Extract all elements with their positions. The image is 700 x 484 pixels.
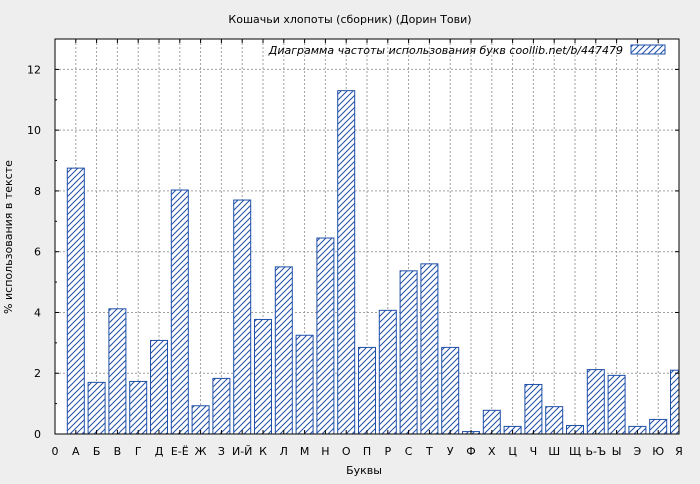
y-tick-label: 0 <box>34 428 41 441</box>
x-tick-label: У <box>447 445 454 458</box>
bar-Ш <box>545 406 564 435</box>
x-tick-label: К <box>259 445 267 458</box>
bars <box>66 90 680 435</box>
bar-Т <box>420 263 439 435</box>
y-axis-label: % использования в тексте <box>2 160 15 314</box>
bar-Ч <box>524 383 543 435</box>
bar-Ж <box>191 405 210 435</box>
x-axis: 0 А Б В Г Д Е-Ё Ж З И-Й К Л М Н О П Р С Т У Ф Х Ц Ч Ш Щ Ь-Ъ Ы Э Ю Я <box>52 39 683 458</box>
bar-Н <box>316 237 335 435</box>
bar-Г <box>129 380 148 435</box>
x-tick-label: Ц <box>508 445 517 458</box>
x-tick-label: В <box>114 445 122 458</box>
legend-swatch <box>630 44 666 55</box>
x-tick-label: Щ <box>569 445 581 458</box>
x-tick-label: Ь-Ъ <box>585 445 606 458</box>
bar-А <box>66 167 85 435</box>
bar-Б <box>87 381 106 435</box>
bar-З <box>212 377 231 435</box>
y-tick-label: 12 <box>27 63 41 76</box>
bar-Д <box>150 339 168 435</box>
x-tick-label: Ф <box>466 445 475 458</box>
x-tick-label: А <box>72 445 80 458</box>
y-tick-label: 8 <box>34 185 41 198</box>
x-tick-label: Э <box>634 445 642 458</box>
x-tick-label: Ы <box>612 445 622 458</box>
y-tick-label: 6 <box>34 246 41 259</box>
x-tick-label: 0 <box>52 445 59 458</box>
x-tick-label: Ч <box>530 445 538 458</box>
bar-Ь-Ъ <box>586 369 605 435</box>
bar-К <box>254 318 272 435</box>
x-tick-label: Х <box>488 445 496 458</box>
x-tick-label: Ш <box>548 445 560 458</box>
x-tick-label: Ю <box>652 445 664 458</box>
bar-Ы <box>607 374 626 435</box>
chart-title: Кошачьи хлопоты (сборник) (Дорин Тови) <box>228 13 471 26</box>
x-tick-label: Р <box>384 445 391 458</box>
bar-М <box>295 334 314 435</box>
bar-Р <box>378 309 397 435</box>
bar-П <box>358 346 376 435</box>
bar-У <box>441 346 460 435</box>
bar-Е-Ё <box>170 189 189 435</box>
y-tick-label: 4 <box>34 306 41 319</box>
x-tick-label: Е-Ё <box>171 445 189 458</box>
x-tick-label: Ж <box>195 445 207 458</box>
legend-label: Диаграмма частоты использования букв coo… <box>268 44 623 57</box>
x-axis-label: Буквы <box>346 464 382 477</box>
x-tick-label: И-Й <box>232 445 252 458</box>
y-tick-label: 2 <box>34 367 41 380</box>
bar-И-Й <box>233 199 252 435</box>
bar-О <box>337 90 356 435</box>
y-axis: 0 2 4 6 8 10 12 <box>27 63 679 441</box>
bar-В <box>108 308 127 435</box>
x-tick-label: Т <box>425 445 433 458</box>
y-tick-label: 10 <box>27 124 41 137</box>
x-tick-label: Б <box>93 445 101 458</box>
bar-Я <box>670 369 680 435</box>
x-tick-label: Л <box>280 445 288 458</box>
x-tick-label: Н <box>321 445 329 458</box>
bar-Л <box>274 266 293 435</box>
x-tick-label: Я <box>675 445 683 458</box>
x-tick-label: Г <box>135 445 142 458</box>
x-tick-label: Д <box>155 445 164 458</box>
x-tick-label: З <box>218 445 225 458</box>
legend: Диаграмма частоты использования букв coo… <box>268 44 666 57</box>
x-tick-label: О <box>342 445 351 458</box>
x-tick-label: П <box>363 445 371 458</box>
x-tick-label: С <box>405 445 413 458</box>
bar-С <box>399 270 418 435</box>
x-tick-label: М <box>300 445 310 458</box>
